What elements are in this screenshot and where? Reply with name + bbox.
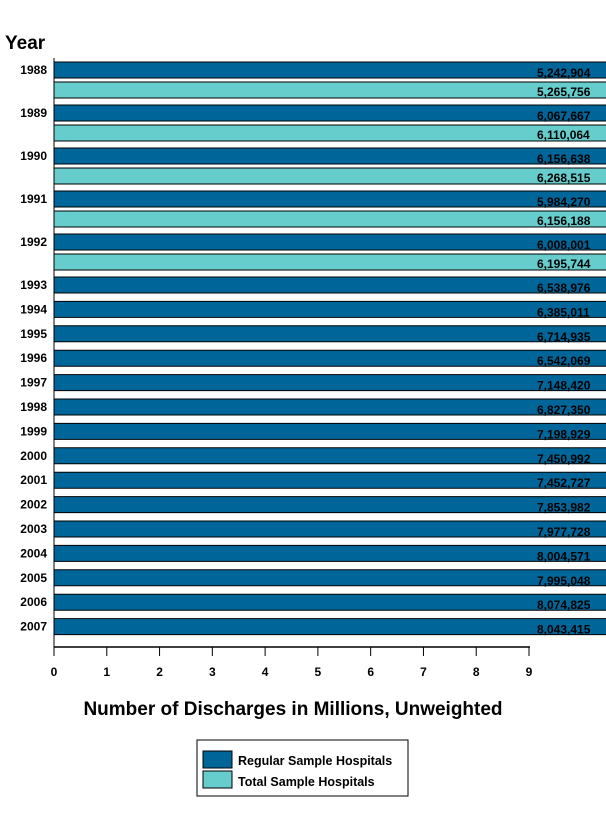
value-label-regular: 8,043,415: [537, 623, 591, 637]
value-label-regular: 7,977,728: [537, 525, 591, 539]
value-label-regular: 8,074,825: [537, 598, 591, 612]
bar-total: [54, 211, 606, 227]
year-label: 1989: [20, 106, 47, 120]
value-label-regular: 7,198,929: [537, 427, 591, 441]
x-tick-label: 9: [526, 665, 533, 679]
x-tick-label: 6: [367, 665, 374, 679]
value-label-regular: 5,984,270: [537, 195, 591, 209]
value-label-regular: 7,148,420: [537, 379, 591, 393]
bar-regular: [54, 350, 606, 366]
bar-total: [54, 82, 606, 98]
bar-regular: [54, 301, 606, 317]
year-label: 1995: [20, 327, 47, 341]
bar-regular: [54, 105, 606, 121]
value-label-regular: 6,156,638: [537, 152, 591, 166]
bar-regular: [54, 148, 606, 164]
year-label: 1997: [20, 376, 47, 390]
value-label-regular: 7,853,982: [537, 501, 591, 515]
bar-regular: [54, 62, 606, 78]
bar-total: [54, 168, 606, 184]
year-label: 2003: [20, 522, 47, 536]
bar-regular: [54, 545, 606, 561]
bar-regular: [54, 472, 606, 488]
value-label-total: 5,265,756: [537, 85, 591, 99]
value-label-regular: 7,450,992: [537, 452, 591, 466]
year-label: 2000: [20, 449, 47, 463]
year-label: 2005: [20, 571, 47, 585]
x-tick-label: 3: [209, 665, 216, 679]
value-label-regular: 6,067,667: [537, 109, 591, 123]
year-label: 1993: [20, 278, 47, 292]
bar-regular: [54, 423, 606, 439]
legend: Regular Sample Hospitals Total Sample Ho…: [196, 739, 409, 797]
value-label-regular: 6,008,001: [537, 238, 591, 252]
value-label-regular: 7,995,048: [537, 574, 591, 588]
bar-total: [54, 125, 606, 141]
x-tick-label: 0: [51, 665, 58, 679]
bar-regular: [54, 619, 606, 635]
year-label: 2004: [20, 546, 47, 560]
bar-regular: [54, 594, 606, 610]
value-label-total: 6,156,188: [537, 214, 591, 228]
bar-regular: [54, 277, 606, 293]
year-label: 2007: [20, 620, 47, 634]
year-label: 2006: [20, 595, 47, 609]
bar-total: [54, 254, 606, 270]
value-label-regular: 6,538,976: [537, 281, 591, 295]
bar-regular: [54, 191, 606, 207]
y-axis-title: Year: [5, 33, 46, 54]
year-label: 1998: [20, 400, 47, 414]
x-tick-label: 7: [420, 665, 427, 679]
year-label: 1996: [20, 351, 47, 365]
x-tick-label: 1: [103, 665, 110, 679]
year-label: 1990: [20, 149, 47, 163]
value-label-total: 6,110,064: [537, 128, 590, 142]
bar-regular: [54, 375, 606, 391]
year-label: 2001: [20, 473, 47, 487]
value-label-regular: 7,452,727: [537, 476, 591, 490]
bar-regular: [54, 234, 606, 250]
bar-regular: [54, 399, 606, 415]
value-label-total: 6,268,515: [537, 171, 591, 185]
value-label-regular: 6,714,935: [537, 330, 591, 344]
year-label: 2002: [20, 498, 47, 512]
legend-swatch-regular: [202, 750, 233, 769]
bar-regular: [54, 521, 606, 537]
bar-regular: [54, 570, 606, 586]
x-axis-title: Number of Discharges in Millions, Unweig…: [83, 699, 502, 720]
bar-regular: [54, 497, 606, 513]
x-tick-label: 4: [262, 665, 269, 679]
value-label-regular: 6,827,350: [537, 403, 591, 417]
value-label-regular: 5,242,904: [537, 66, 591, 80]
x-tick-label: 2: [156, 665, 163, 679]
legend-swatch-total: [202, 770, 233, 789]
value-label-total: 6,195,744: [537, 257, 591, 271]
year-label: 1994: [20, 302, 47, 316]
x-tick-label: 8: [473, 665, 480, 679]
year-label: 1988: [20, 63, 47, 77]
bar-regular: [54, 448, 606, 464]
year-label: 1992: [20, 235, 47, 249]
legend-label-total: Total Sample Hospitals: [238, 775, 375, 789]
value-label-regular: 6,542,069: [537, 354, 591, 368]
value-label-regular: 6,385,011: [537, 305, 590, 319]
year-label: 1991: [20, 192, 47, 206]
legend-label-regular: Regular Sample Hospitals: [238, 754, 392, 768]
x-tick-label: 5: [315, 665, 322, 679]
value-label-regular: 8,004,571: [537, 549, 591, 563]
bar-regular: [54, 326, 606, 342]
year-label: 1999: [20, 424, 47, 438]
